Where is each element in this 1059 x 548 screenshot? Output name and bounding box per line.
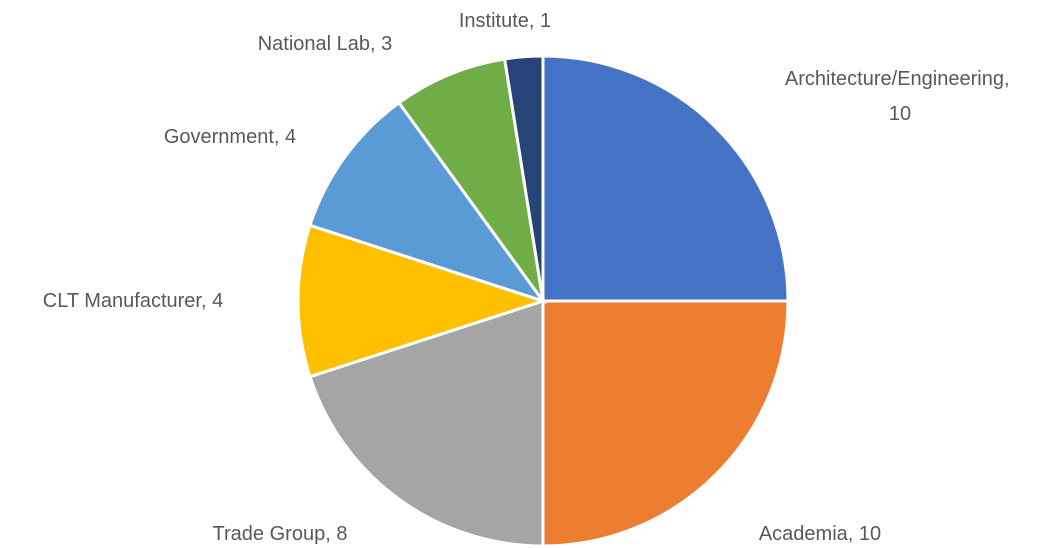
label-value: 3	[381, 33, 392, 55]
pie-slice	[396, 57, 545, 302]
data-label: National Lab, 3	[258, 33, 393, 55]
data-label: Government, 4	[164, 126, 296, 148]
pie-slice	[502, 54, 545, 302]
data-label: Institute, 1	[459, 10, 551, 32]
label-category: CLT Manufacturer	[43, 290, 203, 312]
pie-slice	[541, 54, 790, 303]
pie-slice	[541, 299, 790, 548]
pie-slice	[308, 100, 547, 304]
label-category: Architecture/Engineering	[785, 68, 1004, 90]
data-label: Academia, 10	[759, 523, 881, 545]
label-separator: ,	[1004, 68, 1015, 90]
label-value: 1	[540, 10, 551, 32]
label-category: National Lab	[258, 33, 370, 55]
label-separator: ,	[274, 126, 285, 148]
label-category: Academia	[759, 523, 849, 545]
label-separator: ,	[848, 523, 859, 545]
label-value: 4	[212, 290, 223, 312]
label-value: 10	[859, 523, 881, 545]
data-label: Architecture/Engineering, 10	[785, 68, 1015, 125]
pie-slice	[308, 298, 545, 548]
label-separator: ,	[529, 10, 540, 32]
label-category: Institute	[459, 10, 529, 32]
data-label: CLT Manufacturer, 4	[43, 290, 223, 312]
label-category: Government	[164, 126, 274, 148]
data-label: Trade Group, 8	[213, 523, 348, 545]
label-separator: ,	[370, 33, 381, 55]
label-separator: ,	[201, 290, 212, 312]
label-value: 8	[336, 523, 347, 545]
label-category: Trade Group	[213, 523, 326, 545]
label-value: 4	[285, 126, 296, 148]
label-value: 10	[889, 103, 911, 125]
pie-slice	[296, 223, 548, 379]
label-separator: ,	[325, 523, 336, 545]
